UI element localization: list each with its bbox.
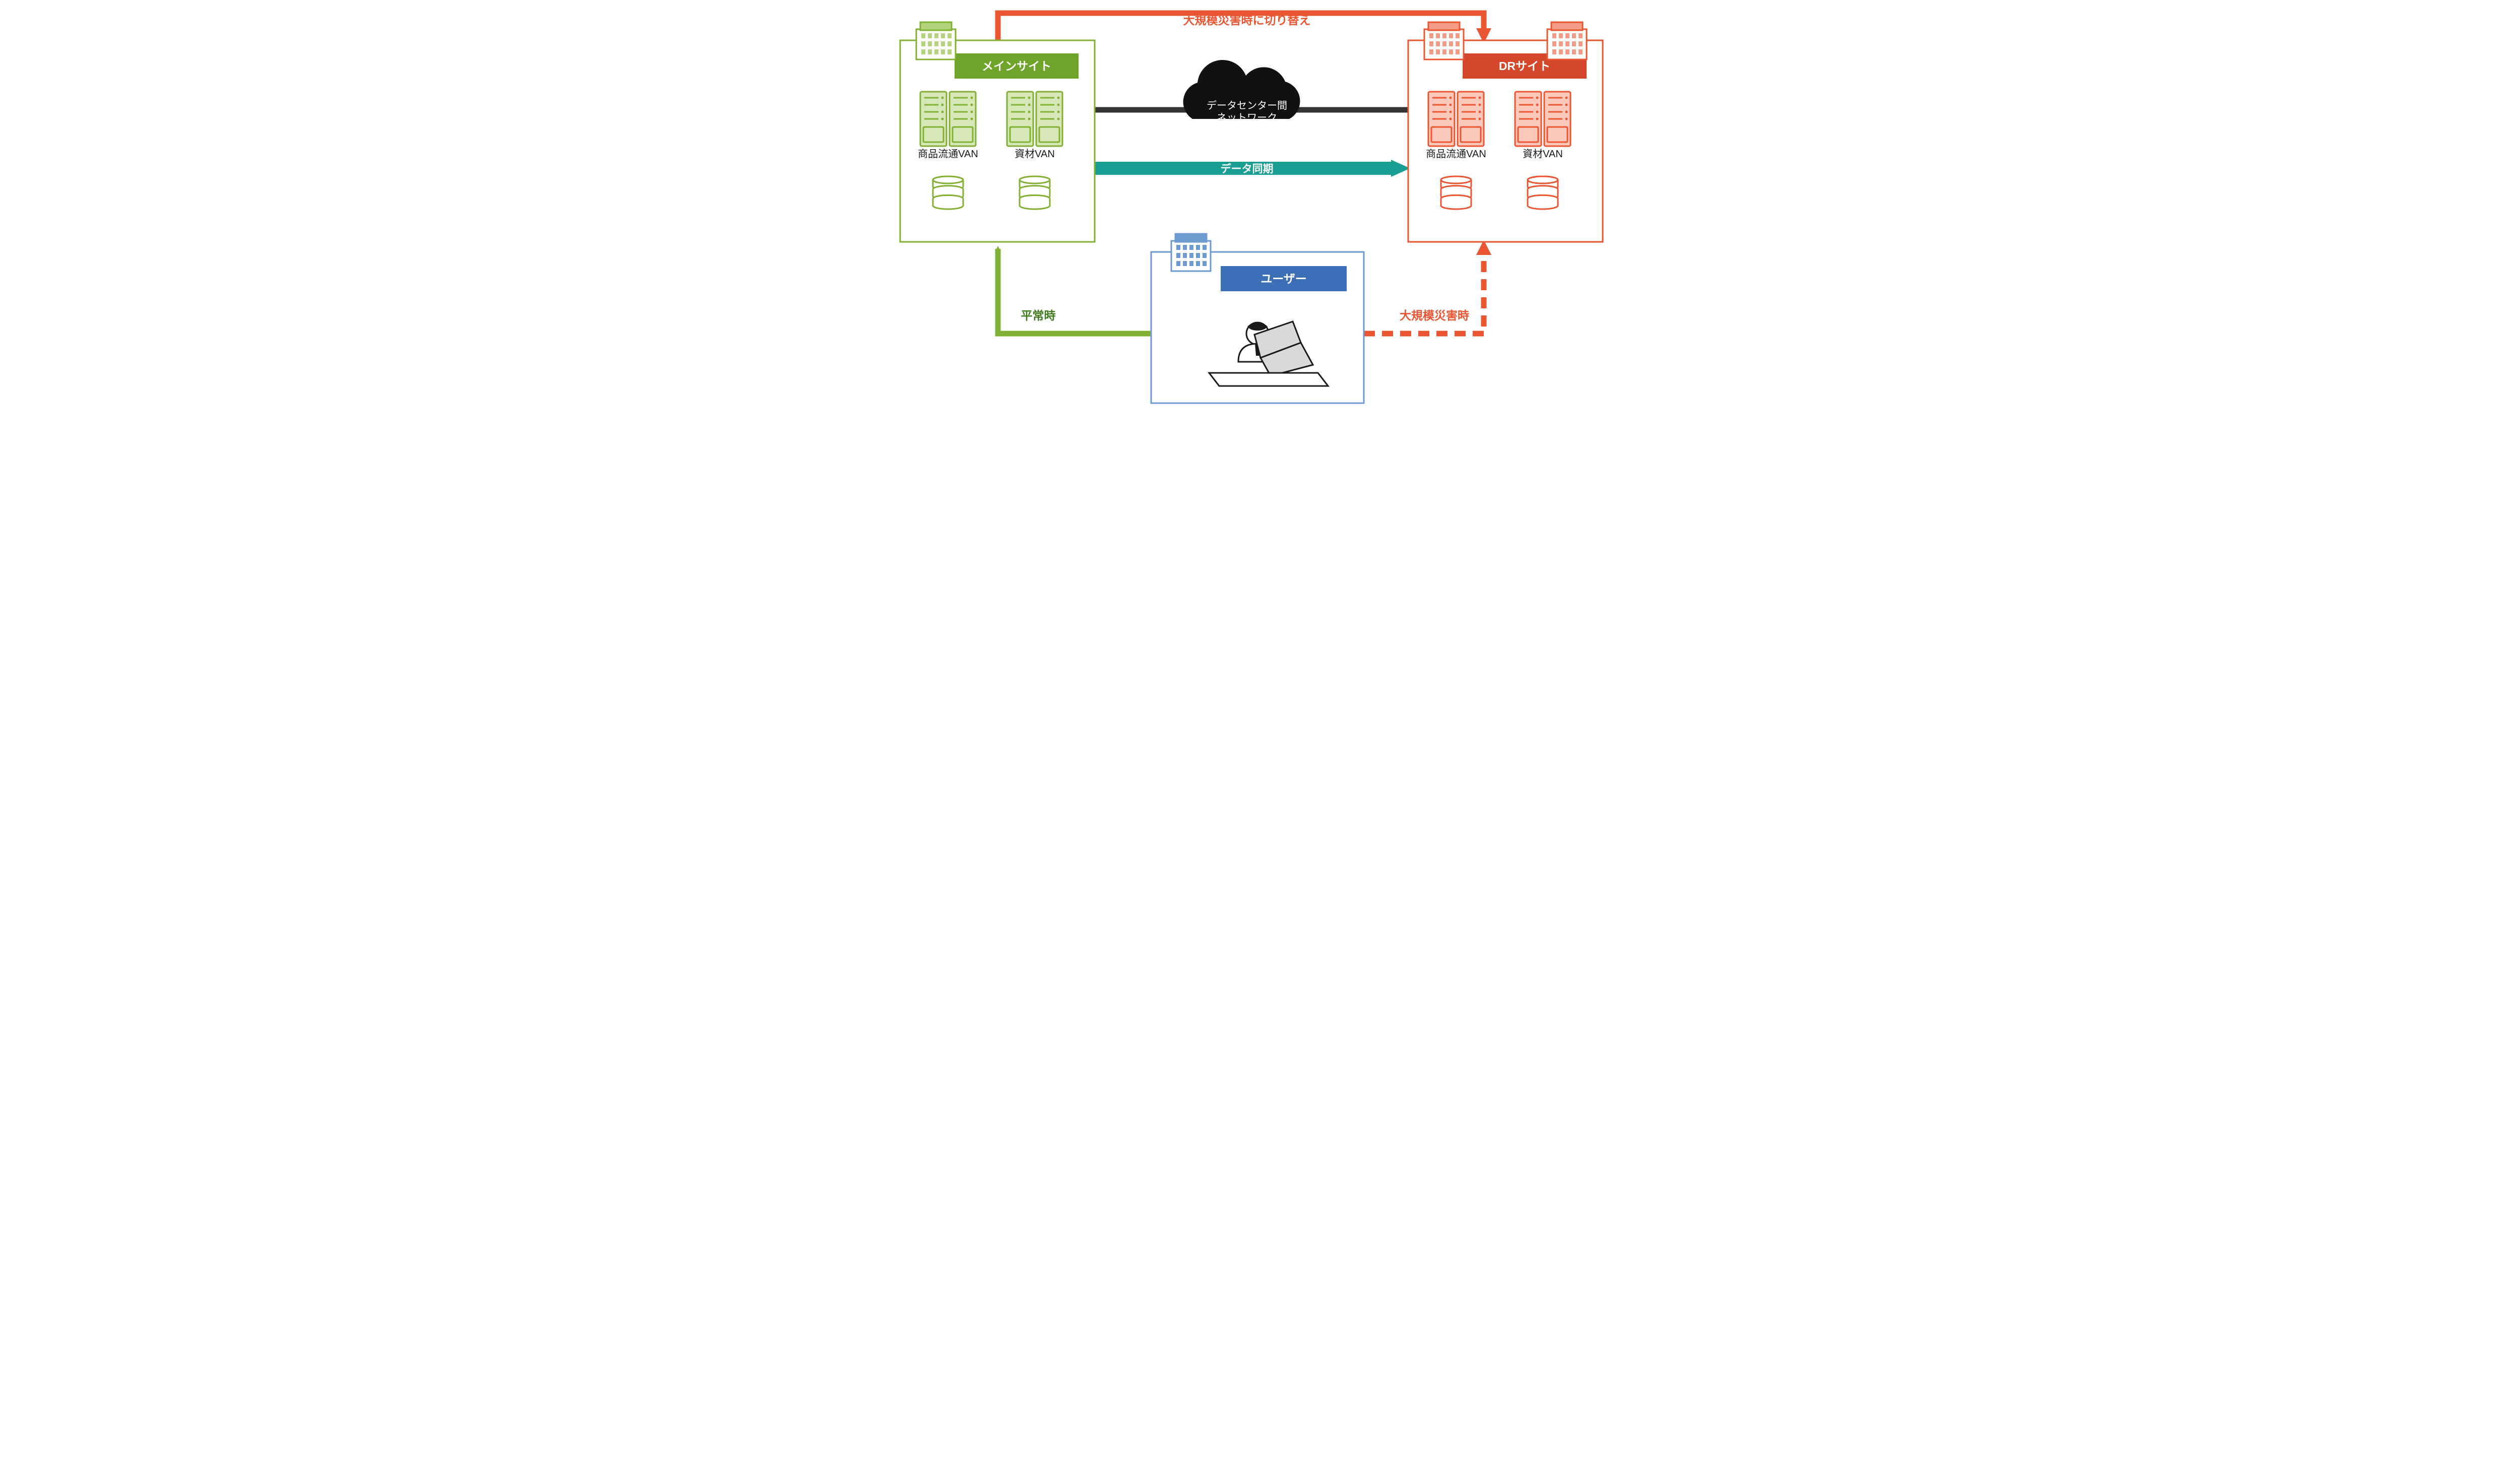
- edge-user-normal-label: 平常時: [1021, 309, 1056, 322]
- site-user: ユーザー: [1151, 234, 1364, 403]
- site-main-title: メインサイト: [982, 59, 1051, 73]
- edge-top-switch-label: 大規模災害時に切り替え: [1183, 14, 1311, 27]
- site-main: メインサイト商品流通VAN 資材VAN: [900, 22, 1095, 242]
- edge-data-sync-label: データ同期: [1221, 163, 1274, 175]
- cloud-label-2: ネットワーク: [1217, 112, 1277, 123]
- cloud-label-1: データセンター間: [1207, 100, 1287, 111]
- server-label-dr-0: 商品流通VAN: [1426, 148, 1486, 160]
- server-label-dr-1: 資材VAN: [1523, 148, 1563, 160]
- diagram-root: 大規模災害時に切り替えデータ同期平常時 大規模災害時 メインサイト商品流通VAN 資材…: [887, 0, 1633, 411]
- edge-user-disaster-label: 大規模災害時: [1400, 309, 1469, 322]
- server-label-main-1: 資材VAN: [1015, 148, 1055, 160]
- site-dr-title: DRサイト: [1499, 59, 1550, 73]
- site-dr: DRサイト商品流通VAN 資材VAN: [1408, 22, 1603, 242]
- cloud-intercenter: データセンター間ネットワーク: [1183, 60, 1300, 123]
- server-label-main-0: 商品流通VAN: [918, 148, 978, 160]
- site-user-title: ユーザー: [1261, 272, 1307, 285]
